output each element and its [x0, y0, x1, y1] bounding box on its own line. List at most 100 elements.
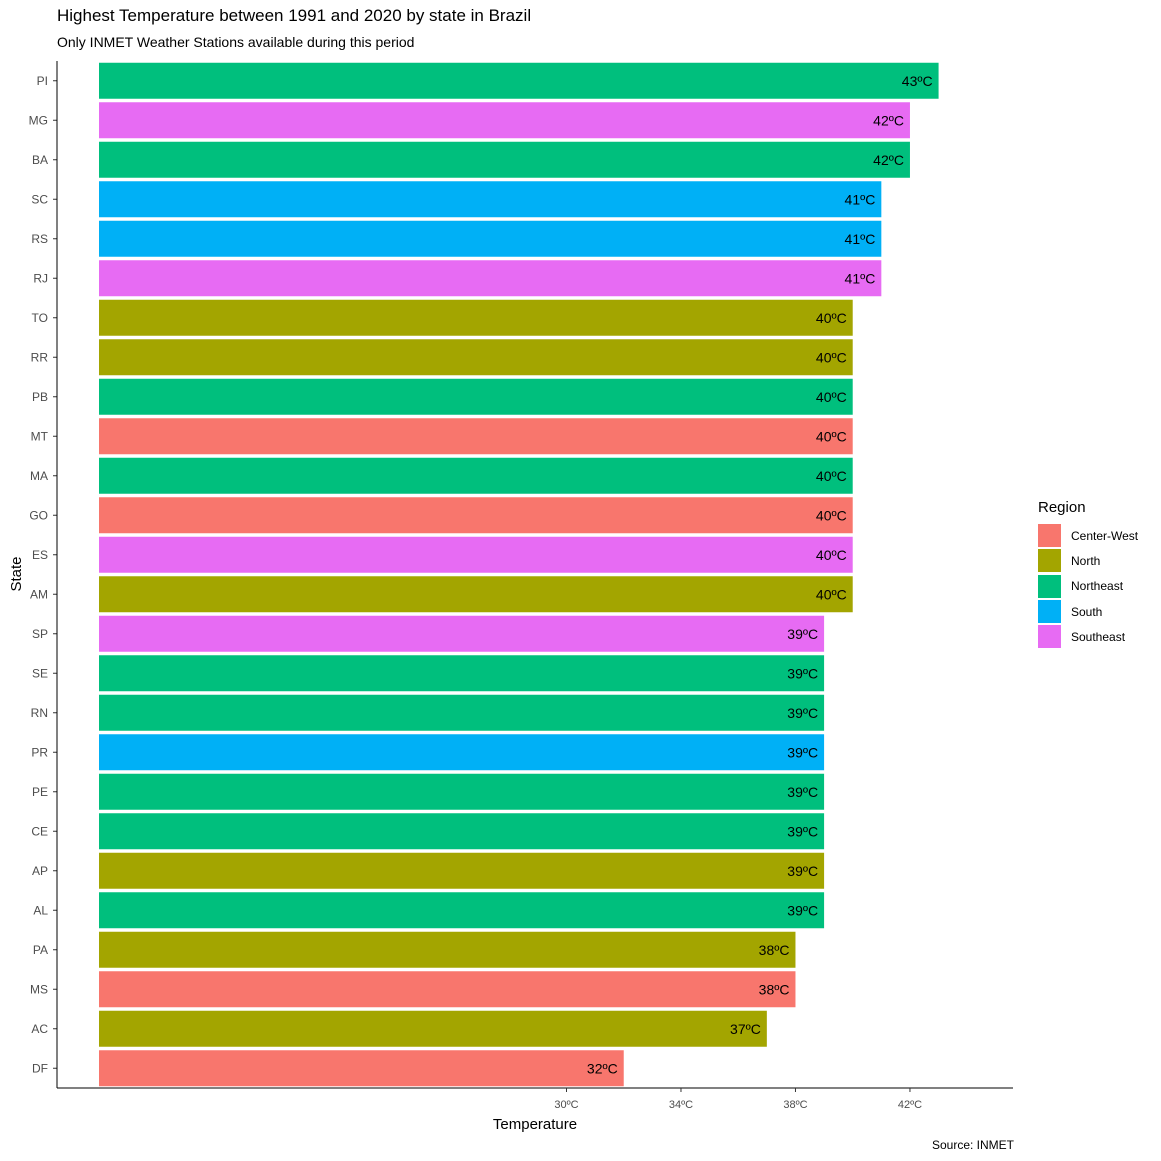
y-tick-label-pa: PA: [33, 943, 48, 957]
bar-sp: [99, 615, 825, 652]
bar-label-pe: 39ºC: [787, 784, 818, 800]
bar-label-pa: 38ºC: [759, 942, 790, 958]
bar-ac: [99, 1010, 767, 1047]
y-tick-label-am: AM: [30, 587, 48, 601]
x-axis-title: Temperature: [493, 1116, 577, 1133]
y-tick-label-rs: RS: [31, 232, 48, 246]
bar-go: [99, 497, 853, 534]
bar-sc: [99, 181, 882, 218]
y-tick-label-al: AL: [33, 903, 48, 917]
y-tick-label-rj: RJ: [33, 271, 48, 285]
bar-label-sp: 39ºC: [787, 626, 818, 642]
chart-caption: Source: INMET: [931, 1138, 1014, 1152]
bar-label-pi: 43ºC: [902, 73, 933, 89]
bar-label-am: 40ºC: [816, 586, 847, 602]
bar-label-rj: 41ºC: [845, 270, 876, 286]
bar-label-df: 32ºC: [587, 1060, 618, 1076]
y-tick-label-ba: BA: [32, 153, 48, 167]
bar-label-rs: 41ºC: [845, 231, 876, 247]
legend-title: Region: [1038, 499, 1086, 516]
y-tick-label-mt: MT: [31, 429, 49, 443]
y-tick-label-ce: CE: [31, 824, 48, 838]
x-tick-label-38: 38ºC: [783, 1099, 807, 1111]
bar-mt: [99, 418, 853, 455]
y-tick-label-rn: RN: [31, 706, 48, 720]
bar-ce: [99, 813, 825, 850]
legend-label-north: North: [1071, 553, 1101, 568]
y-tick-label-pb: PB: [32, 390, 48, 404]
bar-pb: [99, 378, 853, 415]
x-tick-label-42: 42ºC: [898, 1099, 922, 1111]
legend-item-southeast: Southeast: [1038, 624, 1138, 649]
y-tick-label-sp: SP: [32, 627, 48, 641]
legend-swatch-northeast: [1038, 574, 1061, 598]
bar-pi: [99, 62, 939, 99]
bar-rn: [99, 694, 825, 731]
x-tick-label-34: 34ºC: [669, 1099, 693, 1111]
bar-label-pb: 40ºC: [816, 389, 847, 405]
x-tick-label-30: 30ºC: [554, 1099, 578, 1111]
legend: Region Center-West North Northeast South Sou…: [1038, 499, 1138, 649]
y-tick-label-ma: MA: [30, 469, 48, 483]
legend-label-center-west: Center-West: [1071, 528, 1139, 543]
bar-label-al: 39ºC: [787, 902, 818, 918]
bar-pr: [99, 734, 825, 771]
bar-al: [99, 892, 825, 929]
bar-pe: [99, 773, 825, 810]
axes-layer: PI MG BA SC RS RJ TO RR PB MT MA GO ES AM SP SE RN PR PE CE…: [29, 61, 1013, 1111]
bar-label-ac: 37ºC: [730, 1021, 761, 1037]
legend-swatch-south: [1038, 600, 1061, 624]
y-tick-label-go: GO: [29, 508, 48, 522]
y-tick-label-sc: SC: [31, 192, 48, 206]
bar-label-mg: 42ºC: [873, 112, 904, 128]
bar-df: [99, 1050, 624, 1087]
bar-label-pr: 39ºC: [787, 744, 818, 760]
bar-label-ms: 38ºC: [759, 981, 790, 997]
bar-pa: [99, 931, 796, 968]
bar-rr: [99, 339, 853, 376]
bar-ap: [99, 852, 825, 889]
legend-item-center-west: Center-West: [1038, 523, 1138, 548]
y-tick-label-df: DF: [32, 1061, 48, 1075]
bar-rj: [99, 260, 882, 297]
bar-label-se: 39ºC: [787, 665, 818, 681]
y-tick-label-ms: MS: [30, 982, 48, 996]
legend-label-southeast: Southeast: [1071, 629, 1126, 644]
bar-label-ma: 40ºC: [816, 468, 847, 484]
y-tick-label-es: ES: [32, 548, 48, 562]
bar-se: [99, 655, 825, 692]
y-tick-label-rr: RR: [31, 350, 49, 364]
y-tick-label-pr: PR: [31, 745, 48, 759]
chart-subtitle: Only INMET Weather Stations available du…: [57, 34, 415, 50]
bar-mg: [99, 102, 910, 139]
legend-item-north: North: [1038, 548, 1138, 573]
legend-swatch-center-west: [1038, 524, 1061, 548]
bar-ma: [99, 457, 853, 494]
legend-item-south: South: [1038, 599, 1138, 624]
legend-swatch-southeast: [1038, 625, 1061, 649]
bar-label-rn: 39ºC: [787, 705, 818, 721]
bar-label-ce: 39ºC: [787, 823, 818, 839]
bar-rs: [99, 220, 882, 257]
bar-label-ap: 39ºC: [787, 863, 818, 879]
bar-ms: [99, 971, 796, 1008]
y-tick-label-ap: AP: [32, 864, 48, 878]
bar-to: [99, 299, 853, 336]
legend-items: Center-West North Northeast South Southeast: [1038, 523, 1138, 649]
bar-label-mt: 40ºC: [816, 428, 847, 444]
y-tick-label-to: TO: [32, 311, 48, 325]
bars-layer: 43ºC 42ºC 42ºC 41ºC 41ºC 41ºC 40ºC 40ºC 40ºC 40ºC…: [99, 62, 939, 1087]
y-tick-label-mg: MG: [29, 113, 48, 127]
legend-label-south: South: [1071, 604, 1103, 619]
y-tick-label-se: SE: [32, 666, 48, 680]
chart-title: Highest Temperature between 1991 and 202…: [57, 6, 532, 25]
bar-label-sc: 41ºC: [845, 191, 876, 207]
bar-label-es: 40ºC: [816, 547, 847, 563]
bar-ba: [99, 141, 910, 178]
y-tick-label-ac: AC: [31, 1022, 48, 1036]
bar-es: [99, 536, 853, 573]
bar-label-go: 40ºC: [816, 507, 847, 523]
bar-am: [99, 576, 853, 613]
legend-label-northeast: Northeast: [1071, 579, 1124, 594]
